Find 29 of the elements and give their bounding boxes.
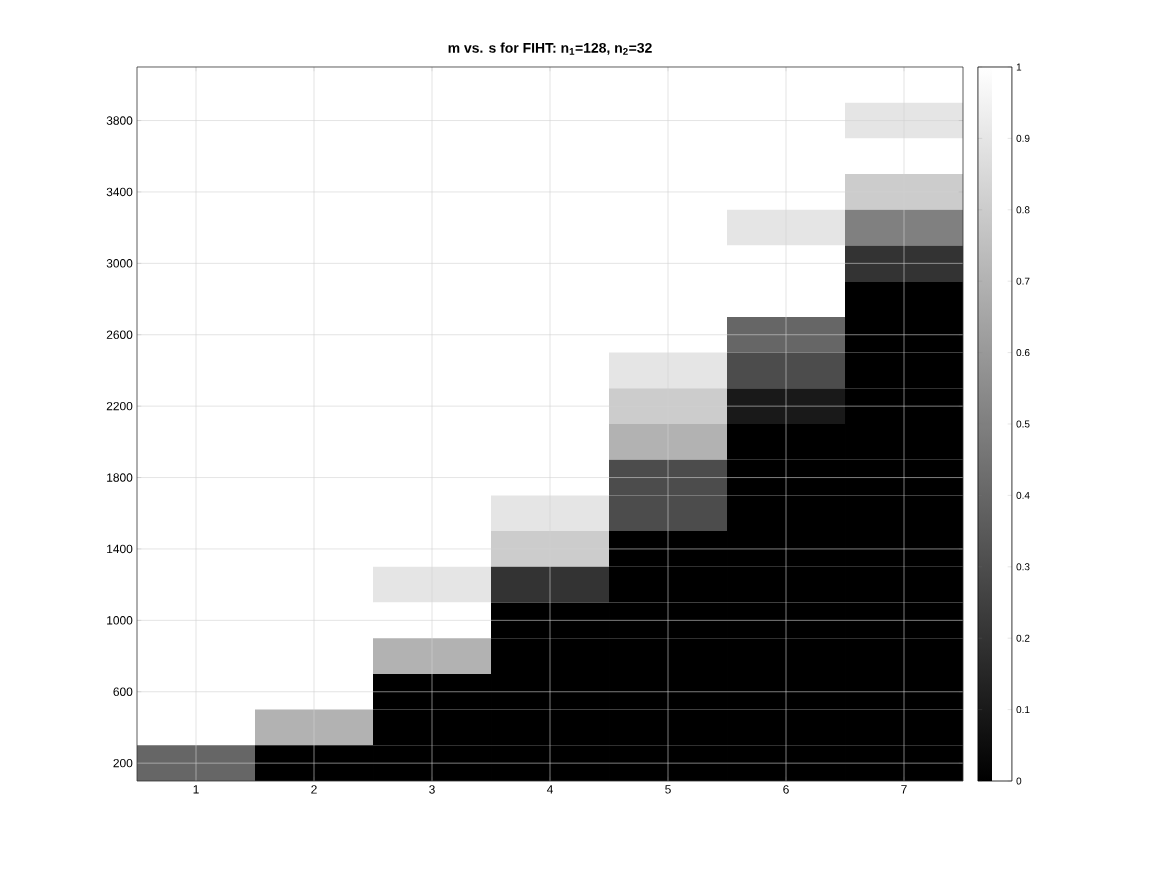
color-bar-label: 1 — [1016, 63, 1022, 71]
x-tick-label: 2 — [311, 785, 317, 794]
y-tick-label: 200 — [113, 758, 133, 768]
color-bar-label: 0 — [1016, 777, 1022, 785]
color-bar-label: 0.4 — [1016, 491, 1030, 499]
color-bar-label: 0.1 — [1016, 706, 1030, 714]
color-bar-label: 0.6 — [1016, 349, 1030, 357]
color-bar-label: 0.3 — [1016, 563, 1030, 571]
x-tick-label: 6 — [783, 785, 789, 794]
chart-title: m vs. s for FIHT: n$_{1}$=128, n$_{2}$=32 — [448, 42, 652, 55]
color-bar-label: 0.5 — [1016, 420, 1030, 428]
x-tick-label: 4 — [546, 785, 553, 794]
y-tick-label: 1800 — [107, 473, 133, 482]
y-tick-label: 3800 — [106, 116, 133, 125]
y-tick-label: 600 — [113, 687, 133, 696]
x-tick-label: 3 — [429, 785, 435, 794]
y-tick-label: 1400 — [107, 544, 133, 554]
y-tick-label: 3400 — [106, 187, 133, 197]
y-tick-label: 2200 — [106, 401, 133, 411]
y-tick-label: 3000 — [106, 259, 133, 268]
color-bar-label: 0.2 — [1016, 634, 1030, 642]
color-bar-label: 0.8 — [1016, 206, 1030, 214]
x-tick-label: 7 — [901, 785, 907, 794]
y-tick-label: 1000 — [107, 616, 133, 625]
x-tick-label: 1 — [193, 785, 199, 794]
y-tick-label: 2600 — [106, 330, 133, 339]
color-bar-label: 0.7 — [1016, 277, 1030, 285]
x-tick-label: 5 — [665, 785, 671, 794]
color-bar-label: 0.9 — [1016, 134, 1030, 142]
